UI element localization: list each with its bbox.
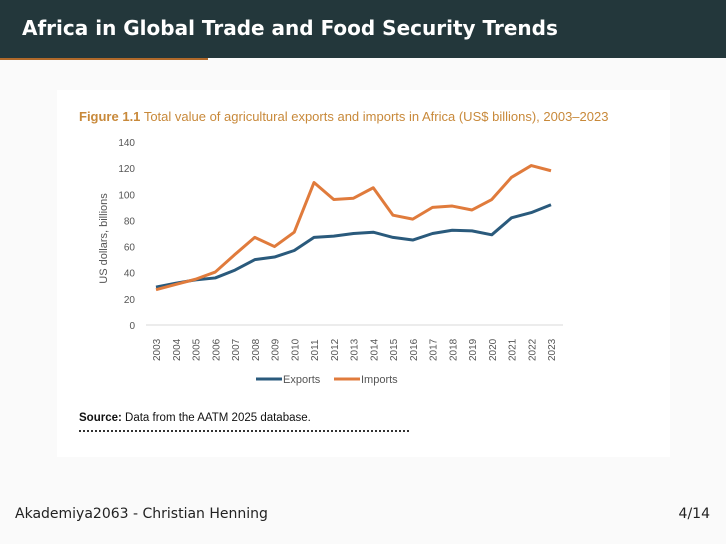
y-tick-label: 80	[124, 216, 136, 227]
figure-note-cropped	[79, 430, 409, 436]
x-tick-label: 2014	[369, 338, 380, 361]
y-tick-label: 120	[118, 164, 135, 175]
figure-caption: Figure 1.1 Total value of agricultural e…	[79, 109, 608, 124]
source-label: Source:	[79, 412, 122, 424]
slide-header: Africa in Global Trade and Food Security…	[0, 0, 726, 58]
figure: Figure 1.1 Total value of agricultural e…	[57, 90, 670, 457]
x-tick-label: 2010	[290, 338, 301, 361]
slide-title: Africa in Global Trade and Food Security…	[22, 16, 558, 40]
x-tick-label: 2012	[330, 338, 341, 361]
x-tick-label: 2011	[310, 339, 321, 361]
x-tick-label: 2005	[192, 338, 203, 361]
x-tick-label: 2003	[152, 338, 163, 361]
x-tick-label: 2023	[547, 338, 558, 361]
x-tick-label: 2009	[271, 338, 282, 361]
y-tick-label: 100	[118, 190, 135, 201]
y-tick-label: 20	[124, 295, 136, 306]
x-tick-label: 2020	[488, 338, 499, 361]
figure-label: Figure 1.1	[79, 109, 141, 124]
x-tick-label: 2017	[429, 338, 440, 361]
x-tick-label: 2008	[251, 338, 262, 361]
x-tick-label: 2019	[468, 338, 479, 361]
x-tick-label: 2021	[508, 338, 519, 361]
series-line-imports	[155, 164, 552, 292]
x-tick-label: 2018	[448, 338, 459, 361]
figure-source: Source: Data from the AATM 2025 database…	[79, 412, 311, 424]
legend-label-exports: Exports	[283, 374, 321, 386]
y-tick-label: 40	[124, 269, 136, 280]
footer-author: Akademiya2063 - Christian Henning	[15, 506, 268, 522]
y-tick-label: 60	[124, 243, 136, 254]
x-tick-label: 2016	[409, 338, 420, 361]
y-axis-label: US dollars, billions	[98, 193, 110, 284]
header-accent-line	[0, 58, 208, 60]
x-tick-label: 2022	[527, 338, 538, 361]
page-number: 4/14	[678, 506, 710, 522]
legend-label-imports: Imports	[361, 374, 398, 386]
figure-caption-text: Total value of agricultural exports and …	[143, 109, 609, 124]
x-tick-label: 2006	[211, 338, 222, 361]
x-tick-label: 2007	[231, 338, 242, 361]
x-tick-label: 2004	[172, 338, 183, 361]
y-tick-label: 0	[129, 321, 135, 332]
line-chart: 0 20 40 60 80 100 120 140 2003 2004 2005 2006 2007 20…	[98, 138, 563, 386]
x-tick-label: 2013	[350, 338, 361, 361]
x-tick-label: 2015	[389, 338, 400, 361]
series-line-exports	[155, 203, 552, 289]
source-text: Data from the AATM 2025 database.	[125, 412, 311, 424]
y-tick-label: 140	[118, 138, 135, 149]
